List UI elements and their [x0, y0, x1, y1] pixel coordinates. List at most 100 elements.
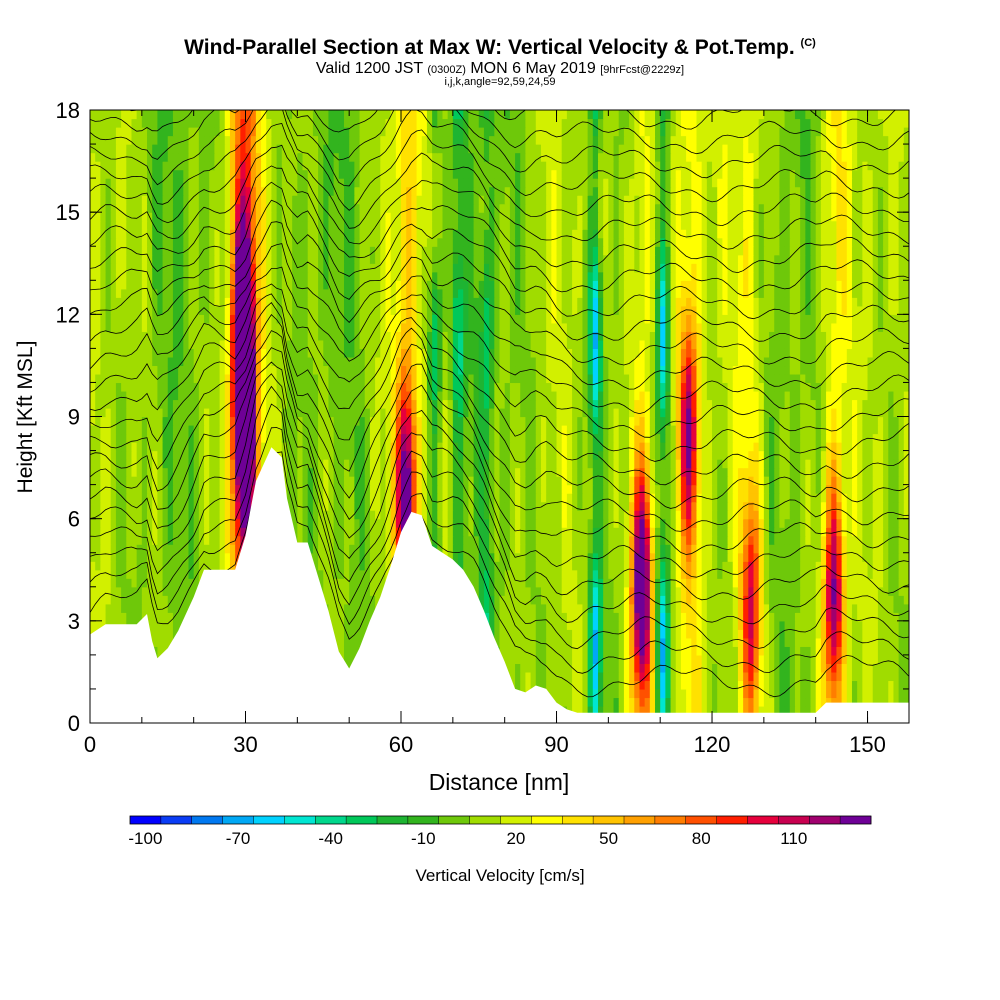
- vv-cell: [789, 467, 796, 477]
- vv-cell: [737, 646, 744, 656]
- vv-cell: [623, 646, 630, 656]
- vv-cell: [489, 586, 495, 596]
- vv-cell: [577, 680, 584, 690]
- vv-cell: [240, 459, 247, 469]
- vv-cell: [214, 527, 221, 537]
- vv-cell: [312, 459, 319, 469]
- vv-cell: [857, 646, 863, 656]
- vv-cell: [712, 467, 718, 477]
- vv-cell: [556, 552, 563, 562]
- vv-cell: [297, 467, 304, 477]
- vv-cell: [686, 705, 692, 716]
- vv-cell: [851, 459, 858, 469]
- vv-cell: [546, 544, 552, 554]
- vv-cell: [644, 459, 651, 469]
- vv-cell: [805, 459, 812, 469]
- vv-cell: [566, 620, 573, 630]
- vv-cell: [95, 493, 101, 503]
- vv-cell: [131, 476, 138, 486]
- vv-cell: [634, 578, 641, 588]
- vv-cell: [463, 518, 469, 528]
- vv-cell: [183, 510, 190, 520]
- vv-cell: [131, 535, 138, 545]
- vv-cell: [323, 450, 330, 460]
- vv-cell: [597, 637, 604, 647]
- vv-cell: [318, 578, 324, 588]
- vv-cell: [105, 484, 112, 494]
- vv-cell: [779, 569, 786, 579]
- vv-cell: [800, 663, 806, 673]
- vv-cell: [421, 459, 428, 469]
- vv-cell: [763, 493, 770, 503]
- vv-cell: [582, 484, 589, 494]
- vv-cell: [712, 569, 718, 579]
- vv-cell: [406, 459, 412, 469]
- vv-cell: [432, 501, 438, 511]
- vv-cell: [893, 688, 900, 699]
- vv-cell: [499, 586, 506, 596]
- vv-cell: [893, 697, 900, 707]
- vv-cell: [509, 552, 516, 562]
- vv-cell: [587, 654, 594, 664]
- vv-cell: [307, 544, 314, 554]
- vv-cell: [883, 603, 889, 613]
- vv-cell: [468, 578, 475, 588]
- vv-cell: [841, 476, 848, 486]
- vv-cell: [649, 629, 656, 639]
- vv-cell: [530, 654, 537, 664]
- vv-cell: [546, 561, 552, 571]
- vv-cell: [463, 484, 469, 494]
- vv-cell: [675, 663, 682, 673]
- vv-cell: [515, 467, 521, 477]
- vv-cell: [758, 467, 765, 477]
- vv-cell: [421, 484, 428, 494]
- vv-cell: [613, 518, 620, 528]
- vv-cell: [525, 493, 532, 503]
- vv-cell: [810, 663, 817, 673]
- vv-cell: [338, 467, 345, 477]
- vv-cell: [774, 535, 781, 545]
- vv-cell: [432, 459, 438, 469]
- vv-cell: [867, 680, 874, 690]
- vv-cell: [831, 552, 838, 562]
- vv-cell: [369, 586, 376, 596]
- vv-cell: [566, 476, 573, 486]
- vv-cell: [572, 476, 578, 486]
- vv-cell: [349, 476, 355, 486]
- vv-cell: [851, 501, 858, 511]
- vv-cell: [623, 518, 630, 528]
- vv-cell: [820, 484, 827, 494]
- vv-cell: [152, 552, 158, 562]
- vv-cell: [877, 476, 884, 486]
- vv-cell: [815, 697, 822, 707]
- vv-cell: [691, 680, 698, 690]
- vv-cell: [686, 595, 692, 605]
- vv-cell: [458, 467, 464, 477]
- vv-cell: [437, 544, 444, 554]
- vv-cell: [333, 637, 340, 647]
- vv-cell: [577, 450, 584, 460]
- vv-cell: [297, 518, 304, 528]
- vv-cell: [105, 544, 112, 554]
- vv-cell: [504, 586, 511, 596]
- vv-cell: [831, 654, 838, 664]
- vv-cell: [784, 697, 791, 707]
- vv-cell: [520, 612, 527, 622]
- vv-cell: [328, 603, 335, 613]
- vv-cell: [748, 510, 755, 520]
- vv-cell: [883, 510, 889, 520]
- vv-cell: [343, 561, 350, 571]
- vv-cell: [572, 501, 578, 511]
- vv-cell: [883, 569, 889, 579]
- vv-cell: [836, 493, 843, 503]
- vv-cell: [737, 518, 744, 528]
- vv-cell: [515, 569, 521, 579]
- vv-cell: [743, 578, 749, 588]
- vv-cell: [463, 561, 469, 571]
- vv-cell: [478, 586, 485, 596]
- vv-cell: [649, 459, 656, 469]
- vv-cell: [121, 527, 127, 537]
- vv-cell: [644, 688, 651, 699]
- vv-cell: [779, 578, 786, 588]
- vv-cell: [670, 544, 677, 554]
